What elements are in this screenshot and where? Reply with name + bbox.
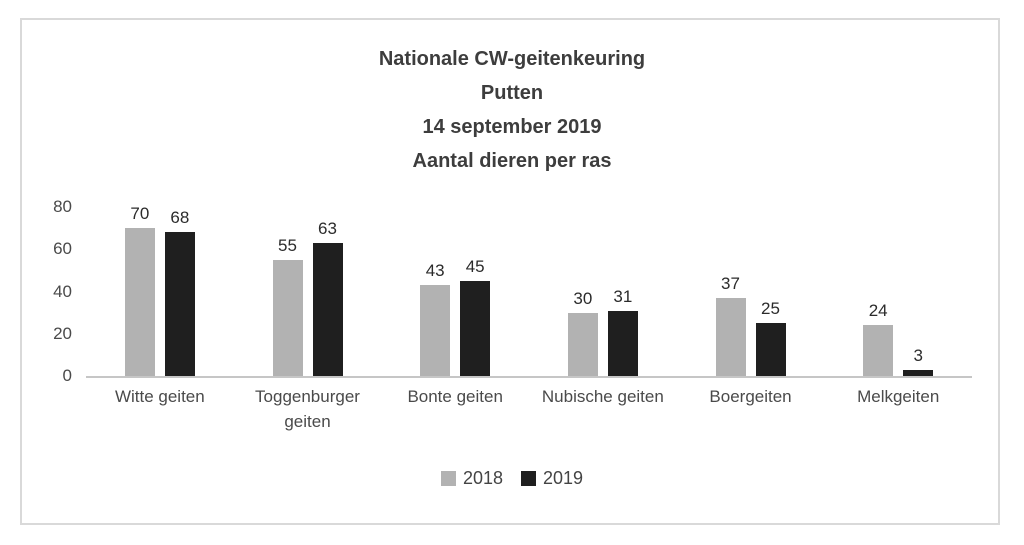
value-label: 68	[170, 208, 190, 228]
bar-group: 24 3	[824, 207, 972, 376]
category-slot: Boergeiten	[677, 384, 825, 434]
value-label: 3	[913, 345, 923, 365]
chart-title-line-1: Nationale CW-geitenkeuring	[378, 48, 646, 70]
category-label: Nubische geiten	[541, 387, 664, 406]
bar-group: 55 63	[234, 207, 382, 376]
bar-wrap-2019: 63	[312, 218, 343, 376]
value-label: 70	[130, 204, 150, 224]
y-tick-label: 60	[53, 239, 72, 259]
bar-2018	[715, 297, 746, 376]
chart-title-line-4: Aantal dieren per ras	[412, 150, 612, 172]
bar-2018	[272, 259, 303, 376]
bar-group: 37 25	[677, 207, 825, 376]
bar-2019	[903, 369, 934, 376]
y-axis: 0 20 40 60 80	[30, 197, 72, 385]
legend-swatch-2019	[521, 470, 536, 486]
value-label: 31	[613, 286, 633, 306]
category-label: Bonte geiten	[407, 387, 503, 406]
bar-wrap-2019: 3	[903, 345, 934, 376]
y-tick-label: 80	[53, 197, 72, 216]
value-label: 25	[761, 299, 780, 319]
bar-group: 30 31	[529, 207, 677, 376]
value-label: 63	[318, 218, 337, 238]
category-label: Melkgeiten	[857, 387, 940, 406]
category-slot: Nubische geiten	[529, 384, 677, 434]
legend-label: 2018	[462, 468, 503, 488]
bar-2018	[567, 312, 598, 376]
y-tick-label: 20	[53, 323, 72, 343]
category-slot: Bonte geiten	[381, 384, 529, 434]
legend: 2018 2019	[0, 468, 1024, 488]
bar-wrap-2018: 37	[715, 273, 746, 376]
value-label: 24	[868, 301, 888, 321]
bar-group: 43 45	[381, 207, 529, 376]
value-label: 30	[573, 288, 593, 308]
value-label: 45	[465, 256, 485, 276]
bar-wrap-2018: 43	[420, 261, 451, 376]
category-label: Toggenburger geiten	[255, 387, 360, 431]
legend-item-2018: 2018	[440, 468, 503, 488]
bar-wrap-2018: 24	[863, 301, 894, 376]
bar-wrap-2019: 45	[460, 256, 491, 376]
bar-2019	[312, 242, 343, 376]
category-label: Boergeiten	[709, 387, 792, 406]
value-label: 55	[278, 235, 297, 255]
bar-2019	[607, 310, 638, 376]
category-label: Witte geiten	[114, 387, 205, 406]
bar-wrap-2019: 25	[755, 299, 786, 376]
y-tick-label: 40	[53, 281, 72, 301]
legend-swatch-2018	[440, 470, 456, 486]
plot-area: 70 68 55 63 43 45 30 31 37 25 24 3	[86, 204, 972, 378]
legend-label: 2019	[543, 468, 584, 488]
bar-2019	[755, 323, 786, 376]
chart-title-line-3: 14 september 2019	[422, 116, 602, 138]
chart-title: Nationale CW-geitenkeuring Putten 14 sep…	[0, 42, 1024, 178]
bar-wrap-2018: 55	[272, 235, 303, 376]
bar-wrap-2019: 31	[607, 286, 638, 376]
bar-group: 70 68	[86, 204, 234, 376]
bar-wrap-2018: 70	[124, 204, 155, 376]
x-axis-labels: Witte geiten Toggenburger geiten Bonte gei…	[86, 384, 972, 434]
value-label: 43	[425, 261, 445, 281]
bar-2019	[460, 280, 491, 376]
value-label: 37	[721, 273, 740, 293]
bar-wrap-2018: 30	[567, 288, 598, 376]
chart-title-line-2: Putten	[480, 82, 544, 104]
category-slot: Witte geiten	[86, 384, 234, 434]
bar-2018	[863, 325, 894, 376]
category-slot: Toggenburger geiten	[234, 384, 382, 434]
bar-wrap-2019: 68	[164, 208, 195, 376]
bar-2019	[164, 232, 195, 376]
category-slot: Melkgeiten	[824, 384, 972, 434]
legend-item-2019: 2019	[521, 468, 583, 488]
bar-2018	[420, 285, 451, 376]
bar-2018	[124, 228, 155, 376]
y-tick-label: 0	[62, 366, 72, 385]
